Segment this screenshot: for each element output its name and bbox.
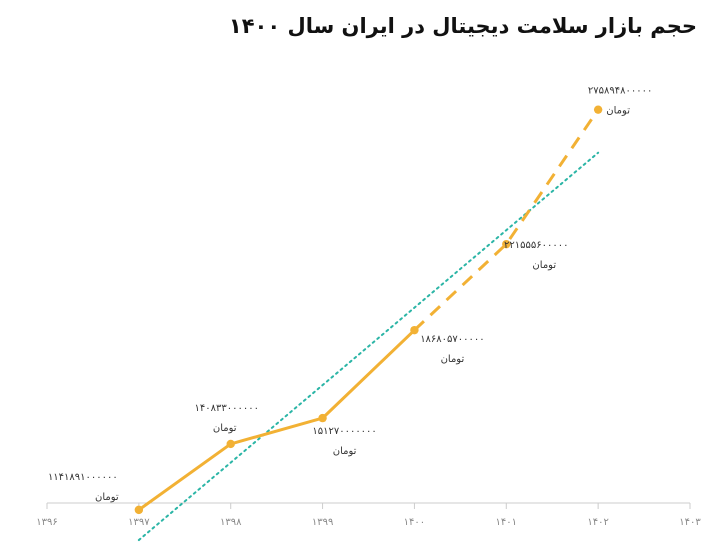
data-point <box>593 105 603 114</box>
value-label: ۱۵۱۲۷۰۰۰۰۰۰۰ <box>312 426 376 437</box>
series-line-forecast <box>413 108 600 332</box>
series-layer <box>134 105 603 515</box>
unit-label: تومان <box>95 492 119 503</box>
data-labels: ۱۱۴۱۸۹۱۰۰۰۰۰۰ تومان ۱۴۰۸۳۳۰۰۰۰۰۰ تومان ۱۵۱۲۷… <box>48 86 652 503</box>
x-tick-label: ۱۴۰۱ <box>496 517 517 528</box>
x-tick-label: ۱۴۰۲ <box>587 517 608 528</box>
unit-label: تومان <box>333 446 357 457</box>
data-point <box>134 505 144 515</box>
value-label: ۲۷۵۸۹۴۸۰۰۰۰۰ <box>588 86 652 97</box>
chart-title: حجم بازار سلامت دیجیتال در ایران سال ۱۴۰… <box>228 14 697 38</box>
value-label: ۱۱۴۱۸۹۱۰۰۰۰۰۰ <box>48 472 118 483</box>
value-label: ۲۲۱۵۵۵۶۰۰۰۰۰ <box>504 240 568 251</box>
unit-label: تومان <box>213 423 237 434</box>
x-axis: ۱۳۹۶ ۱۳۹۷ ۱۳۹۸ ۱۳۹۹ ۱۴۰۰ ۱۴۰۱ ۱۴۰۲ ۱۴۰۳ <box>36 502 701 528</box>
x-tick-label: ۱۴۰۳ <box>679 517 701 528</box>
x-tick-label: ۱۳۹۶ <box>36 517 57 528</box>
value-label: ۱۸۶۸۰۵۷۰۰۰۰۰ <box>420 334 484 345</box>
trendline <box>137 151 600 542</box>
data-point <box>502 239 511 249</box>
value-label: ۱۴۰۸۳۳۰۰۰۰۰۰ <box>194 403 258 414</box>
x-tick-label: ۱۳۹۸ <box>220 517 242 528</box>
series-line-actual <box>137 329 416 512</box>
data-point <box>318 413 327 423</box>
x-tick-label: ۱۴۰۰ <box>404 517 425 528</box>
unit-label: تومان <box>532 260 556 271</box>
trendline-line <box>137 151 600 542</box>
x-tick-label: ۱۳۹۹ <box>312 517 333 528</box>
data-point <box>410 325 419 335</box>
data-point <box>226 439 235 449</box>
x-tick-label: ۱۳۹۷ <box>128 517 150 528</box>
unit-label: تومان <box>606 106 630 117</box>
unit-label: تومان <box>441 354 465 365</box>
